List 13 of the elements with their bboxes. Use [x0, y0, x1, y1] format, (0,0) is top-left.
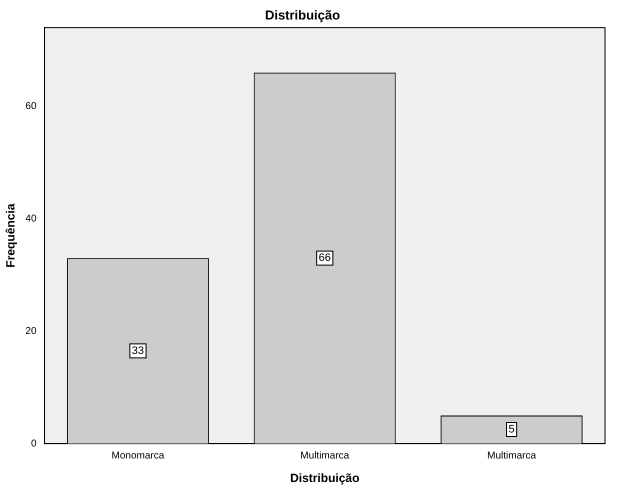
y-tick-label: 40 — [25, 213, 37, 224]
y-tick-label: 20 — [25, 326, 37, 337]
y-tick-label: 60 — [25, 101, 37, 112]
data-label: 5 — [508, 424, 515, 436]
x-tick-label: Monomarca — [112, 450, 165, 462]
data-label: 66 — [318, 252, 331, 264]
x-axis-title: Distribuição — [290, 471, 360, 486]
chart-title: Distribuição — [264, 7, 340, 22]
x-tick-label: Multimarca — [487, 450, 536, 462]
y-axis-title: Frequência — [4, 203, 18, 268]
x-tick-label: Multimarca — [300, 450, 350, 462]
data-label: 33 — [132, 344, 144, 357]
y-tick-label: 0 — [30, 438, 37, 450]
